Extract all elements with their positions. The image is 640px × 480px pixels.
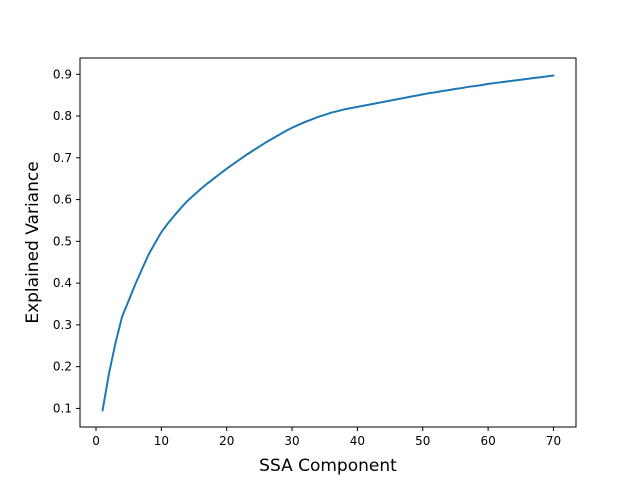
y-tick-label: 0.6: [53, 193, 72, 207]
x-tick-label: 50: [415, 434, 430, 448]
x-tick-label: 10: [154, 434, 169, 448]
y-axis-title: Explained Variance: [23, 161, 43, 323]
x-axis: 0 10 20 30 40 50 60 70: [92, 427, 561, 448]
y-tick-label: 0.9: [53, 67, 72, 81]
y-tick-label: 0.2: [53, 360, 72, 374]
x-tick-label: 0: [92, 434, 100, 448]
y-tick-label: 0.4: [53, 276, 72, 290]
plot-area: [79, 57, 577, 428]
y-tick-label: 0.3: [53, 318, 72, 332]
x-tick-label: 60: [480, 434, 495, 448]
y-tick-label: 0.7: [53, 151, 72, 165]
series-line-0: [101, 74, 555, 412]
x-tick-label: 20: [219, 434, 234, 448]
x-tick-label: 70: [546, 434, 561, 448]
y-tick-label: 0.1: [53, 401, 72, 415]
series-layer: [101, 74, 555, 412]
y-axis: 0.1 0.2 0.3 0.4 0.5 0.6 0.7 0.8 0.9: [53, 67, 80, 415]
y-tick-label: 0.8: [53, 109, 72, 123]
x-tick-label: 30: [284, 434, 299, 448]
plot-frame: [79, 57, 577, 428]
x-tick-label: 40: [350, 434, 365, 448]
x-axis-title: SSA Component: [259, 456, 397, 476]
y-tick-label: 0.5: [53, 234, 72, 248]
